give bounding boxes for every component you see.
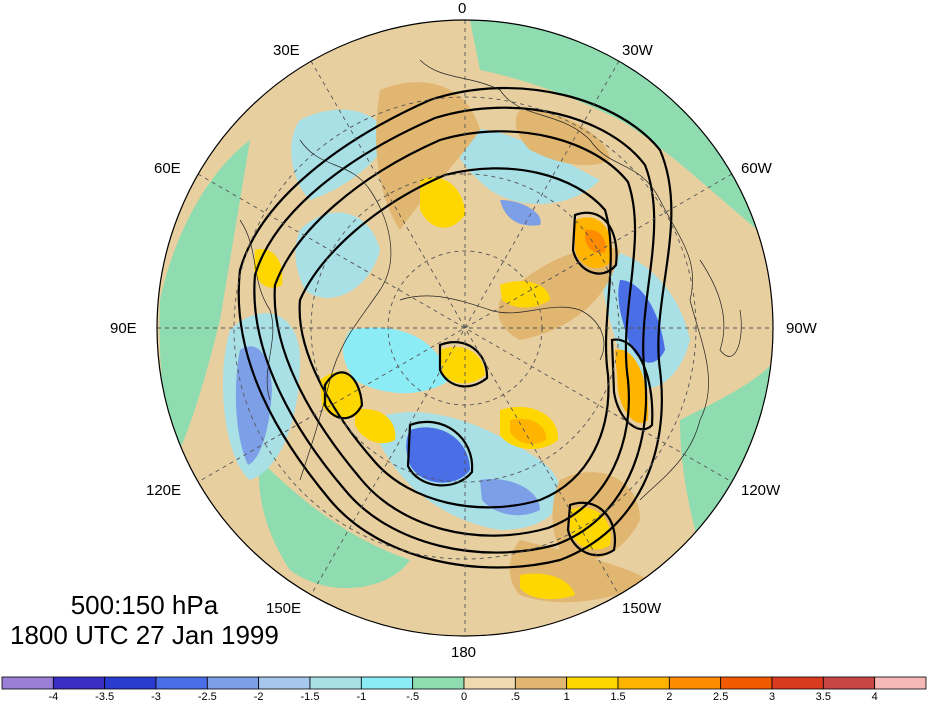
contour-line xyxy=(566,501,617,557)
colorbar-tick-label: -1.5 xyxy=(301,691,320,702)
colorbar-swatch xyxy=(874,676,927,690)
anomaly-region xyxy=(235,346,272,465)
meridian-line xyxy=(197,173,733,483)
anomaly-region xyxy=(320,371,362,420)
colorbar-tick-label: 4 xyxy=(872,691,878,702)
anomaly-region xyxy=(510,418,547,444)
contour-line xyxy=(406,420,474,487)
anomaly-region xyxy=(454,128,600,204)
colorbar-swatch xyxy=(463,676,516,690)
anomaly-region xyxy=(159,140,250,460)
colorbar-swatch xyxy=(104,676,157,690)
anomaly-region xyxy=(680,360,773,550)
colorbar-swatch xyxy=(412,676,465,690)
coastline xyxy=(399,295,605,361)
lon-label-30e: 30E xyxy=(273,42,300,59)
colorbar-tick-label: .5 xyxy=(511,691,520,702)
anomaly-region xyxy=(500,280,550,308)
colorbar-tick-label: -1 xyxy=(356,691,366,702)
colorbar-tick-label: 3.5 xyxy=(816,691,831,702)
colorbar-swatch xyxy=(771,676,824,690)
colorbar-swatch xyxy=(258,676,311,690)
colorbar-swatch xyxy=(206,676,260,690)
colorbar-tick-label: 1 xyxy=(564,691,570,702)
anomaly-region xyxy=(355,409,396,444)
colorbar-tick-label: -2 xyxy=(254,691,264,702)
title-datetime: 1800 UTC 27 Jan 1999 xyxy=(10,620,279,650)
anomaly-region xyxy=(480,479,540,516)
meridian-line xyxy=(310,60,620,596)
colorbar-tick-label: 1.5 xyxy=(610,691,625,702)
colorbar-swatch xyxy=(155,676,208,690)
anomaly-region xyxy=(470,20,770,240)
colorbar-tick-label: 2.5 xyxy=(713,691,728,702)
anomaly-region xyxy=(585,229,606,254)
lon-label-150e: 150E xyxy=(266,600,302,617)
colorbar-swatch xyxy=(720,676,773,690)
map-title: 500:150 hPa 1800 UTC 27 Jan 1999 xyxy=(10,590,279,650)
colorbar-swatch xyxy=(822,676,876,690)
contour-line xyxy=(253,106,656,554)
colorbar-tick-label: 3 xyxy=(769,691,775,702)
colorbar-swatch xyxy=(566,676,619,690)
colorbar-tick-label: 0 xyxy=(461,691,467,702)
colorbar-tick-label: -3 xyxy=(151,691,161,702)
lon-label-120w: 120W xyxy=(741,482,781,499)
anomaly-region xyxy=(406,427,470,483)
colorbar-swatch xyxy=(309,676,362,690)
lon-label-180: 180 xyxy=(451,644,477,661)
coastline xyxy=(299,139,392,481)
title-levels: 500:150 hPa xyxy=(70,590,219,620)
anomaly-region xyxy=(420,177,465,228)
meridian-line xyxy=(197,173,733,483)
colorbar-tick-label: -3.5 xyxy=(95,691,114,702)
lon-label-60e: 60E xyxy=(154,160,181,177)
lon-label-30w: 30W xyxy=(622,42,653,59)
anomaly-region xyxy=(440,346,485,384)
contour-line xyxy=(323,371,364,420)
contour-line xyxy=(273,130,637,537)
anomaly-region xyxy=(515,110,610,166)
lon-label-120e: 120E xyxy=(146,482,182,499)
anomaly-region xyxy=(259,460,410,589)
anomaly-region xyxy=(615,349,649,424)
anomaly-region xyxy=(520,573,575,600)
lon-label-0: 0 xyxy=(458,0,467,17)
coastline xyxy=(239,219,274,401)
lon-label-90w: 90W xyxy=(786,320,817,337)
colorbar-swatch xyxy=(52,676,106,690)
colorbar-swatch xyxy=(360,676,414,690)
contour-line xyxy=(610,338,654,431)
colorbar: -4 -3.5 -3 -2.5 -2 -1.5 -1 -.5 0 .5 1 1.5 2 2.5 3 3.5 4 xyxy=(1,676,927,702)
colorbar-tick-label: -2.5 xyxy=(198,691,217,702)
map-border xyxy=(156,19,774,637)
colorbar-tick-label: 2 xyxy=(666,691,672,702)
meridian-line xyxy=(310,60,620,596)
contour-line xyxy=(237,86,673,569)
colorbar-tick-label: -4 xyxy=(48,691,58,702)
lon-label-60w: 60W xyxy=(741,160,772,177)
lon-label-150w: 150W xyxy=(622,600,662,617)
colorbar-swatch xyxy=(514,676,568,690)
contour-line xyxy=(438,341,489,388)
lon-label-90e: 90E xyxy=(110,320,137,337)
polar-map xyxy=(156,19,774,637)
anomaly-region xyxy=(500,200,541,226)
coastline xyxy=(699,259,742,357)
colorbar-swatch xyxy=(1,676,54,690)
coastline xyxy=(419,59,709,501)
anomaly-region xyxy=(343,327,450,394)
colorbar-swatch xyxy=(668,676,722,690)
colorbar-swatch xyxy=(617,676,670,690)
anomaly-region xyxy=(376,82,480,230)
colorbar-tick-label: -.5 xyxy=(406,691,419,702)
anomaly-region xyxy=(295,212,380,298)
